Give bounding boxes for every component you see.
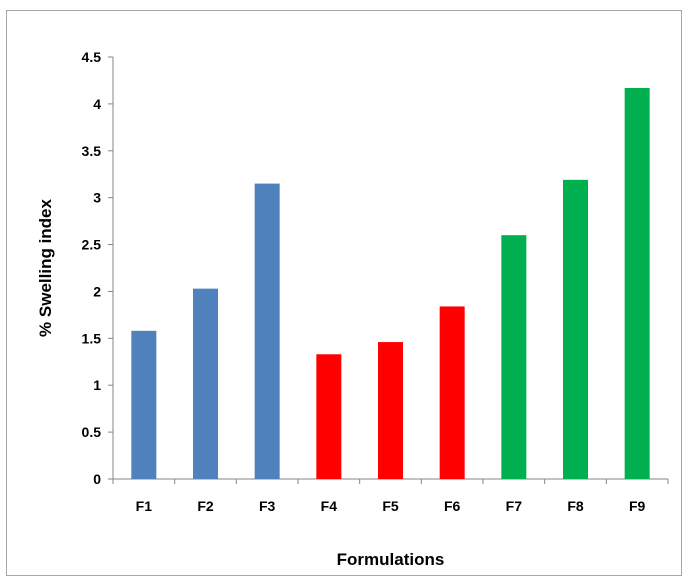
y-tick-label: 1.5 [82, 330, 102, 346]
x-tick-label: F9 [629, 498, 646, 514]
x-tick-label: F4 [321, 498, 338, 514]
x-tick-label: F2 [197, 498, 214, 514]
y-tick-label: 1 [93, 377, 101, 393]
y-tick-label: 0 [93, 471, 101, 487]
bar-f1 [131, 330, 157, 479]
bar-f3 [254, 183, 280, 479]
y-tick-label: 0.5 [82, 424, 102, 440]
bar-f2 [193, 288, 218, 479]
y-axis: 0 0.5 1 1.5 2 2.5 3 3.5 4 4.5 [82, 49, 114, 487]
bar-f8 [563, 179, 588, 480]
x-tick-label: F7 [506, 498, 523, 514]
y-tick-label: 3.5 [82, 143, 102, 159]
x-tick-label: F6 [444, 498, 461, 514]
y-tick-label: 4 [93, 96, 101, 112]
y-tick-label: 2.5 [82, 237, 102, 253]
x-tick-label: F5 [382, 498, 399, 514]
x-axis-title: Formulations [337, 550, 445, 569]
x-tick-label: F8 [567, 498, 584, 514]
bar-f7 [501, 235, 527, 479]
y-tick-label: 2 [93, 283, 101, 299]
bar-f4 [316, 354, 342, 479]
bar-f6 [439, 306, 465, 479]
x-axis: F1 F2 F3 F4 F5 F6 F7 F8 F9 [112, 478, 669, 514]
bar-f5 [378, 342, 403, 479]
bars [131, 87, 650, 480]
y-axis-title: % Swelling index [36, 198, 55, 336]
x-tick-label: F1 [136, 498, 153, 514]
x-tick-label: F3 [259, 498, 276, 514]
y-tick-label: 3 [93, 190, 101, 206]
bar-f9 [624, 87, 650, 480]
y-tick-label: 4.5 [82, 49, 102, 65]
